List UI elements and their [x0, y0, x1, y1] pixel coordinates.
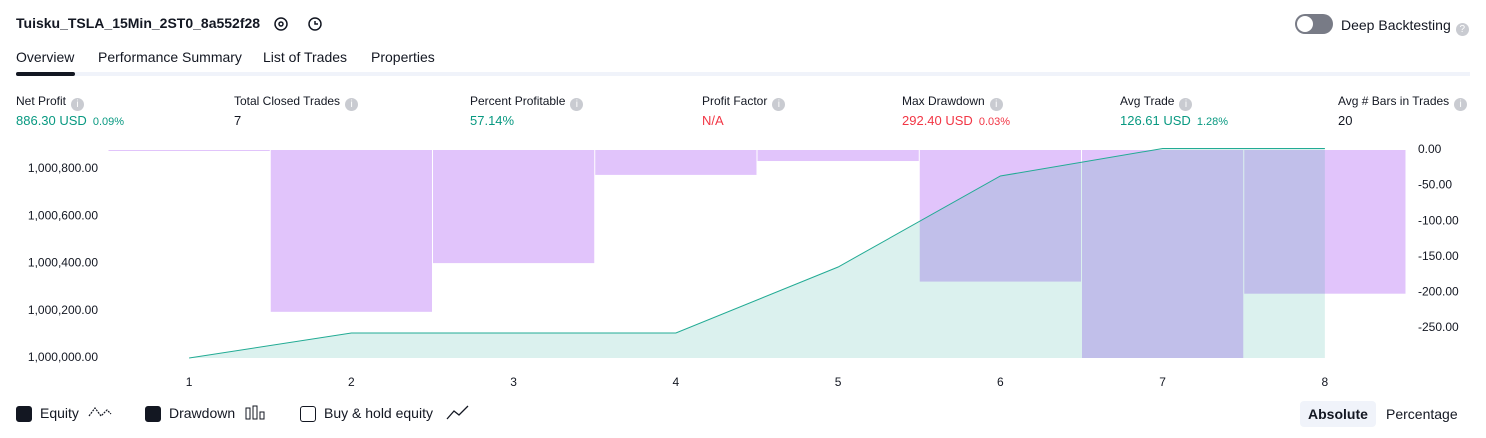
- drawdown-bar: [433, 150, 595, 264]
- y2-tick-label: 0.00: [1418, 142, 1442, 156]
- metric-label-text: Avg # Bars in Trades: [1338, 94, 1450, 108]
- drawdown-bar: [1082, 150, 1244, 358]
- x-tick-label: 5: [835, 375, 842, 389]
- drawdown-bar: [270, 150, 432, 312]
- y-tick-label: 1,000,200.00: [28, 303, 98, 317]
- chart: 1,000,000.00 1,000,200.00 1,000,400.00 1,00…: [28, 142, 1459, 389]
- tab-rule: [16, 72, 1470, 76]
- metric-label: Max Drawdown i: [902, 94, 1003, 111]
- metric-value-text: 7: [234, 113, 242, 128]
- drawdown-bar: [1244, 150, 1406, 294]
- metric-value-text: 126.61 USD: [1120, 113, 1191, 128]
- y-tick-label: 1,000,000.00: [28, 350, 98, 364]
- equity-area: [189, 148, 1325, 358]
- tab[interactable]: Performance Summary: [98, 49, 242, 65]
- metric-value-text: N/A: [702, 113, 724, 128]
- metric-change: 1.28%: [1196, 116, 1229, 128]
- metric-change: 0.09%: [92, 116, 125, 128]
- metric-value: 292.40 USD 0.03%: [902, 113, 1010, 128]
- y2-tick-label: -50.00: [1418, 178, 1452, 192]
- legend-label: Buy & hold equity: [324, 405, 433, 421]
- drawdown-bar: [757, 150, 919, 162]
- y-tick-label: 1,000,400.00: [28, 256, 98, 270]
- toggle-switch[interactable]: [1295, 14, 1333, 34]
- metric-value-text: 57.14%: [470, 113, 515, 128]
- drawdown-bar: [595, 150, 757, 175]
- strategy-title: Tuisku_TSLA_15Min_2ST0_8a552f28: [16, 15, 261, 31]
- metric-label: Avg # Bars in Trades i: [1338, 94, 1468, 111]
- toggle-text: Deep Backtesting: [1341, 17, 1451, 33]
- y-tick-label: 1,000,800.00: [28, 161, 98, 175]
- legend-buyhold[interactable]: Buy & hold equity: [300, 405, 433, 422]
- metric-value: 57.14%: [470, 113, 514, 128]
- equity-icon: [88, 407, 112, 417]
- y2-tick-label: -150.00: [1418, 249, 1459, 263]
- tab[interactable]: List of Trades: [263, 49, 348, 65]
- header-icons: [274, 17, 322, 31]
- metric-label-text: Total Closed Trades: [234, 94, 341, 108]
- metric-value: 7: [234, 113, 241, 128]
- metric-label: Total Closed Trades i: [234, 94, 359, 111]
- legend-label: Equity: [40, 405, 79, 421]
- info-icon: i: [1454, 98, 1468, 111]
- metric-change: 0.03%: [978, 116, 1011, 128]
- metric-value-text: 292.40 USD: [902, 113, 973, 128]
- toggle-label: Deep Backtesting?: [1341, 17, 1469, 36]
- legend-equity[interactable]: Equity: [16, 405, 79, 422]
- info-icon: i: [345, 98, 359, 111]
- drawdown-bar: [919, 150, 1081, 282]
- x-tick-label: 8: [1322, 375, 1329, 389]
- metric-value: 126.61 USD 1.28%: [1120, 113, 1228, 128]
- metric-value-text: 20: [1338, 113, 1353, 128]
- x-tick-label: 7: [1159, 375, 1166, 389]
- drawdown-icon: [245, 405, 265, 420]
- legend-label: Drawdown: [169, 405, 236, 421]
- tab[interactable]: Properties: [371, 49, 435, 65]
- x-tick-label: 1: [186, 375, 193, 389]
- metric-label-text: Percent Profitable: [470, 94, 566, 108]
- metric-label-text: Avg Trade: [1120, 94, 1175, 108]
- metric-label-text: Profit Factor: [702, 94, 768, 108]
- info-icon: i: [989, 98, 1003, 111]
- x-tick-label: 4: [673, 375, 680, 389]
- metric-label: Profit Factor i: [702, 94, 786, 111]
- y2-tick-label: -100.00: [1418, 213, 1459, 227]
- info-icon: i: [71, 98, 85, 111]
- info-icon: i: [1179, 98, 1193, 111]
- x-tick-label: 6: [997, 375, 1004, 389]
- metric-label: Avg Trade i: [1120, 94, 1193, 111]
- equity-line: [189, 148, 1325, 359]
- buyhold-icon: [446, 405, 469, 420]
- metric-value: 886.30 USD 0.09%: [16, 113, 124, 128]
- metric-label-text: Net Profit: [16, 94, 67, 108]
- metric-value: 20: [1338, 113, 1352, 128]
- metric-label-text: Max Drawdown: [902, 94, 985, 108]
- info-icon: i: [772, 98, 786, 111]
- metric-value: N/A: [702, 113, 724, 128]
- x-tick-label: 2: [348, 375, 355, 389]
- metric-label: Percent Profitable i: [470, 94, 584, 111]
- y2-tick-label: -200.00: [1418, 284, 1459, 298]
- metric-label: Net Profit i: [16, 94, 85, 111]
- info-icon: i: [570, 98, 584, 111]
- drawdown-bar: [108, 150, 270, 151]
- tab-active: [16, 72, 75, 76]
- y2-tick-label: -250.00: [1418, 320, 1459, 334]
- y-tick-label: 1,000,600.00: [28, 208, 98, 222]
- tab[interactable]: Overview: [16, 49, 75, 65]
- metric-value-text: 886.30 USD: [16, 113, 87, 128]
- legend-drawdown[interactable]: Drawdown: [145, 405, 235, 422]
- mode-button[interactable]: Absolute: [1300, 401, 1376, 427]
- mode-button[interactable]: Percentage: [1386, 406, 1458, 422]
- x-tick-label: 3: [510, 375, 517, 389]
